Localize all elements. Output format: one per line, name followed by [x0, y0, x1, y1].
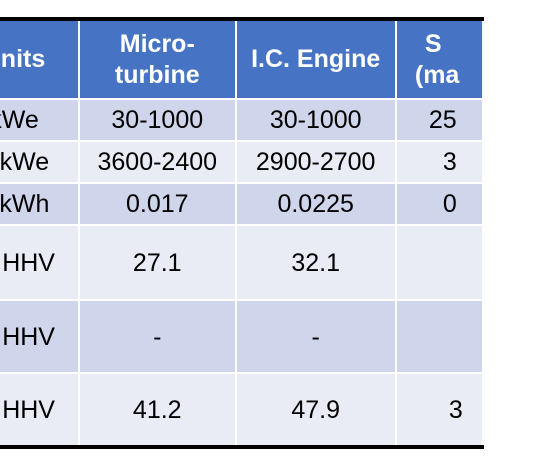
- cell-partial: 3: [395, 373, 485, 448]
- header-microturbine: Micro- turbine: [79, 19, 237, 100]
- table-row: kWe 30-1000 30-1000 25: [0, 99, 485, 142]
- header-partial-column: S (ma: [395, 19, 485, 100]
- header-partial-line-2: (ma: [414, 60, 460, 89]
- cell-units: % HHV: [0, 373, 81, 448]
- table-row: $/kWe 3600-2400 2900-2700 3: [0, 141, 485, 184]
- header-units: Units: [0, 19, 81, 100]
- cell-units: $/kWh: [0, 183, 81, 226]
- cell-partial: [395, 300, 485, 374]
- cell-units: $/kWe: [0, 141, 81, 184]
- table-row: % HHV 41.2 47.9 3: [0, 373, 485, 448]
- cell-partial: [395, 225, 485, 301]
- cell-units: % HHV: [0, 225, 81, 301]
- cell-units: % HHV: [0, 300, 81, 374]
- table-row: % HHV 27.1 32.1: [0, 225, 485, 301]
- header-microturbine-line-1: Micro-: [119, 29, 195, 58]
- cell-ic-engine: -: [235, 300, 397, 374]
- table-row: % HHV - -: [0, 300, 485, 374]
- header-ic-engine: I.C. Engine: [235, 19, 397, 100]
- table-header-row: Units Micro- turbine I.C. Engine S (ma: [0, 19, 485, 100]
- cell-ic-engine: 2900-2700: [235, 141, 397, 184]
- table-row: $/kWh 0.017 0.0225 0: [0, 183, 485, 226]
- cell-microturbine: -: [79, 300, 237, 374]
- cell-microturbine: 27.1: [79, 225, 237, 301]
- cell-partial: 0: [395, 183, 485, 226]
- cell-microturbine: 41.2: [79, 373, 237, 448]
- cell-ic-engine: 30-1000: [235, 99, 397, 142]
- cell-units: kWe: [0, 99, 81, 142]
- cell-microturbine: 0.017: [79, 183, 237, 226]
- cell-ic-engine: 47.9: [235, 373, 397, 448]
- cell-ic-engine: 0.0225: [235, 183, 397, 226]
- header-partial-line-1: S: [424, 29, 442, 58]
- header-microturbine-line-2: turbine: [114, 60, 200, 89]
- cell-ic-engine: 32.1: [235, 225, 397, 301]
- cell-partial: 3: [395, 141, 485, 184]
- cost-comparison-table: Units Micro- turbine I.C. Engine S (ma k…: [0, 17, 485, 449]
- cell-microturbine: 3600-2400: [79, 141, 237, 184]
- cell-partial: 25: [395, 99, 485, 142]
- cell-microturbine: 30-1000: [79, 99, 237, 142]
